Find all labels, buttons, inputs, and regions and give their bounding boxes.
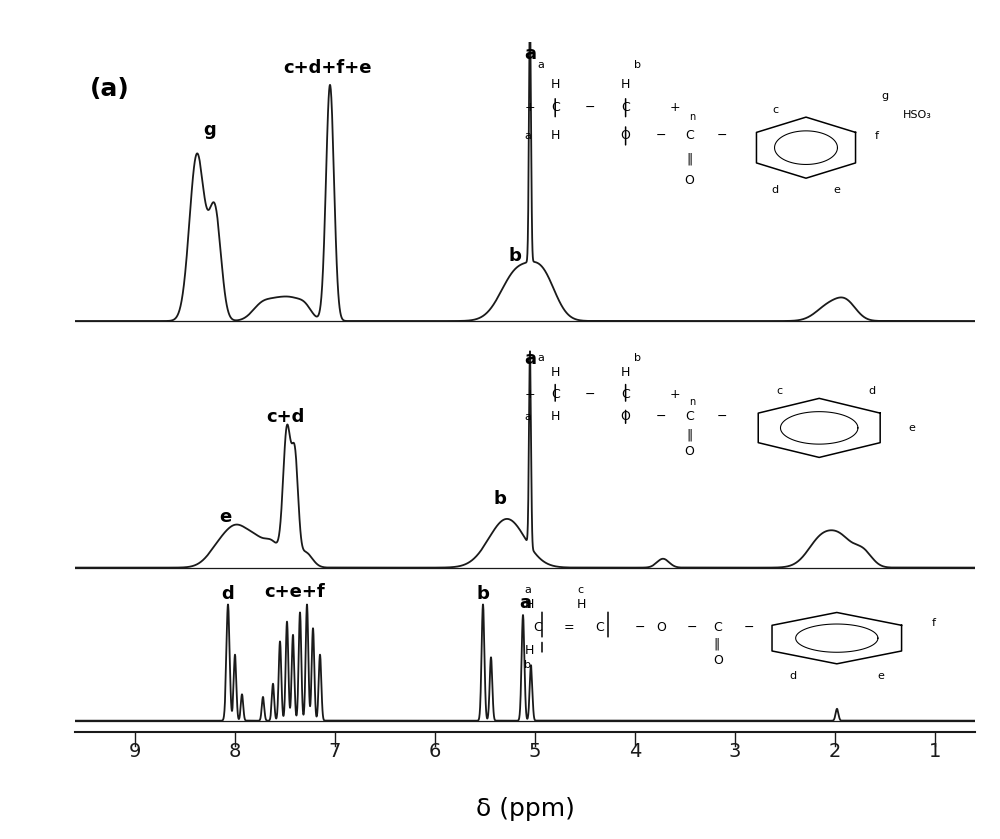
Text: −: − bbox=[717, 410, 728, 424]
Text: +: + bbox=[524, 388, 535, 401]
Text: 9: 9 bbox=[129, 743, 141, 761]
Text: b: b bbox=[634, 352, 641, 362]
Text: a: a bbox=[519, 594, 531, 612]
Text: f: f bbox=[874, 131, 878, 141]
Text: d: d bbox=[868, 386, 876, 396]
Text: −: − bbox=[585, 102, 596, 114]
Text: c+d+f+e: c+d+f+e bbox=[283, 59, 371, 77]
Text: 8: 8 bbox=[229, 743, 241, 761]
Text: d: d bbox=[772, 185, 779, 195]
Text: e: e bbox=[219, 508, 231, 525]
Text: g: g bbox=[204, 121, 216, 138]
Text: O: O bbox=[621, 410, 631, 424]
Text: HSO₃: HSO₃ bbox=[903, 110, 932, 120]
Text: 2: 2 bbox=[829, 743, 841, 761]
Text: −: − bbox=[656, 129, 666, 143]
Text: H: H bbox=[621, 366, 630, 379]
Text: H: H bbox=[524, 598, 534, 612]
Text: δ (ppm): δ (ppm) bbox=[476, 796, 574, 821]
Text: b: b bbox=[477, 585, 489, 603]
Text: H: H bbox=[621, 78, 630, 91]
Text: H: H bbox=[524, 644, 534, 657]
Text: g: g bbox=[882, 91, 889, 101]
Text: e: e bbox=[908, 423, 915, 433]
Text: −: − bbox=[656, 410, 666, 424]
Text: −: − bbox=[634, 621, 645, 634]
Text: +: + bbox=[670, 102, 680, 114]
Text: c: c bbox=[777, 386, 783, 396]
Text: C: C bbox=[595, 621, 604, 634]
Text: a: a bbox=[524, 45, 536, 64]
Text: 4: 4 bbox=[629, 743, 641, 761]
Text: C: C bbox=[685, 410, 694, 424]
Text: d: d bbox=[222, 585, 234, 603]
Text: a: a bbox=[524, 412, 531, 422]
Text: (a): (a) bbox=[90, 77, 130, 101]
Text: f: f bbox=[932, 618, 936, 628]
Text: H: H bbox=[551, 129, 560, 143]
Text: −: − bbox=[717, 129, 728, 143]
Text: n: n bbox=[689, 112, 696, 122]
Text: H: H bbox=[551, 366, 560, 379]
Text: 3: 3 bbox=[729, 743, 741, 761]
Text: c: c bbox=[577, 585, 583, 595]
Text: 7: 7 bbox=[329, 743, 341, 761]
Text: a: a bbox=[524, 131, 531, 141]
Text: O: O bbox=[621, 129, 631, 143]
Text: 5: 5 bbox=[529, 743, 541, 761]
Text: C: C bbox=[551, 388, 560, 401]
Text: +: + bbox=[670, 388, 680, 401]
Text: H: H bbox=[551, 410, 560, 424]
Text: O: O bbox=[684, 446, 694, 458]
Text: C: C bbox=[533, 621, 542, 634]
Text: H: H bbox=[577, 598, 587, 612]
Text: a: a bbox=[524, 351, 536, 368]
Text: C: C bbox=[621, 388, 630, 401]
Text: b: b bbox=[509, 247, 521, 264]
Text: ‖: ‖ bbox=[686, 153, 693, 166]
Text: C: C bbox=[551, 102, 560, 114]
Text: O: O bbox=[656, 621, 666, 634]
Text: b: b bbox=[634, 60, 641, 70]
Text: c+e+f: c+e+f bbox=[265, 582, 325, 601]
Text: ‖: ‖ bbox=[686, 429, 693, 442]
Text: C: C bbox=[621, 102, 630, 114]
Text: e: e bbox=[833, 185, 840, 195]
Text: 6: 6 bbox=[429, 743, 441, 761]
Text: ‖: ‖ bbox=[714, 638, 720, 651]
Text: O: O bbox=[684, 174, 694, 187]
Text: −: − bbox=[744, 621, 754, 634]
Text: a: a bbox=[538, 60, 544, 70]
Text: c+d: c+d bbox=[266, 408, 304, 426]
Text: =: = bbox=[564, 621, 575, 634]
Text: a: a bbox=[524, 585, 531, 595]
Text: −: − bbox=[585, 388, 596, 401]
Text: n: n bbox=[689, 397, 696, 407]
Text: e: e bbox=[877, 671, 884, 681]
Text: +: + bbox=[524, 102, 535, 114]
Text: c: c bbox=[772, 105, 778, 115]
Text: b: b bbox=[524, 660, 531, 670]
Text: 1: 1 bbox=[929, 743, 941, 761]
Text: a: a bbox=[538, 352, 544, 362]
Text: b: b bbox=[494, 490, 506, 508]
Text: d: d bbox=[789, 671, 796, 681]
Text: O: O bbox=[714, 654, 723, 667]
Text: C: C bbox=[685, 129, 694, 143]
Text: −: − bbox=[687, 621, 698, 634]
Text: C: C bbox=[714, 621, 722, 634]
Text: H: H bbox=[551, 78, 560, 91]
